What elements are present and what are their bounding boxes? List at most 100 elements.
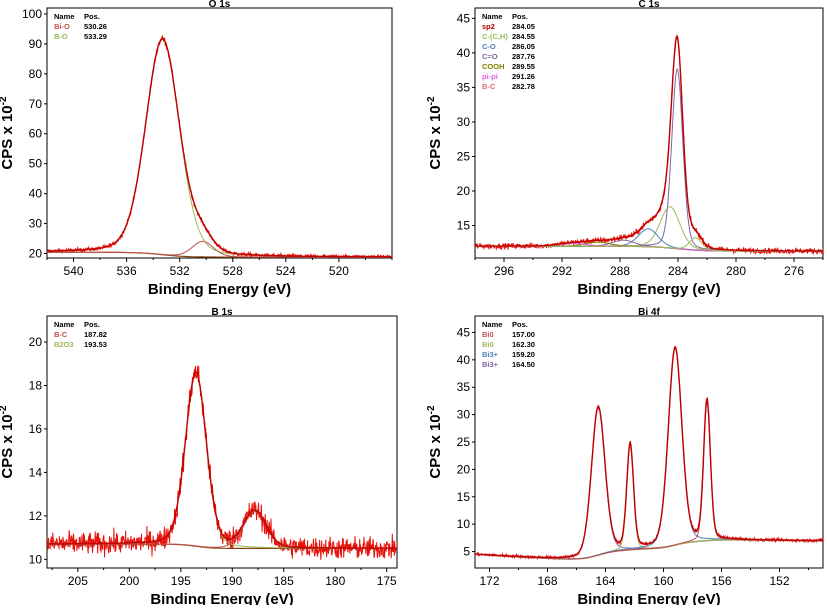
y-tick-label: 45: [457, 11, 471, 25]
legend-entry-pos: 286.05: [512, 42, 535, 51]
plot-frame: [46, 7, 393, 259]
raw-spectrum-line: [47, 35, 392, 258]
x-tick-label: 195: [171, 574, 191, 588]
legend-header-name: Name: [54, 320, 74, 329]
legend: Name Pos. sp2 284.05 C-(C,H) 284.55 C-O 286.05 C…: [482, 12, 535, 91]
y-tick-label: 40: [457, 46, 471, 60]
x-tick-label: 160: [653, 574, 673, 588]
y-axis-label: CPS x 10-2: [426, 405, 444, 479]
y-axis-label: CPS x 10-2: [0, 405, 16, 479]
x-tick-label: 172: [479, 574, 499, 588]
legend-entry-pos: 289.55: [512, 62, 535, 71]
y-tick-label: 12: [29, 509, 43, 523]
legend-entry-name: Bi3+: [482, 360, 499, 369]
panel-2: B 1s 205 200 195 190 185 180 175 10 12 14 16 18 20 Bin…: [0, 307, 398, 608]
panel-title: O 1s: [209, 0, 231, 10]
component-peak-0: [475, 67, 823, 252]
x-tick-label: 185: [274, 574, 294, 588]
legend: Name Pos. B-C 187.82 B2O3 193.53: [54, 320, 107, 349]
envelope-fit-line: [475, 35, 823, 252]
component-peak-0: [475, 406, 823, 559]
x-tick-label: 540: [64, 264, 84, 278]
legend-entry-pos: 530.26: [84, 22, 107, 31]
x-tick-label: 175: [377, 574, 397, 588]
x-axis-label: Binding Energy (eV): [577, 281, 720, 298]
x-tick-label: 200: [119, 574, 139, 588]
x-tick-label: 520: [329, 264, 349, 278]
legend-entry-name: Bi3+: [482, 350, 499, 359]
legend-entry-pos: 162.30: [512, 340, 535, 349]
legend-header-pos: Pos.: [84, 320, 100, 329]
legend-entry-name: Bi-O: [54, 22, 70, 31]
legend: Name Pos. Bi0 157.00 Bi0 162.30 Bi3+ 159.20 Bi3+…: [482, 320, 535, 369]
legend-entry-pos: 291.26: [512, 72, 535, 81]
legend-entry-pos: 187.82: [84, 330, 107, 339]
x-axis-label: Binding Energy (eV): [577, 591, 720, 605]
raw-spectrum-line: [475, 345, 823, 561]
legend-entry-pos: 533.29: [84, 32, 107, 41]
legend-entry-name: sp2: [482, 22, 495, 31]
y-tick-label: 80: [29, 67, 43, 81]
raw-spectrum-line: [47, 365, 397, 560]
legend-header-pos: Pos.: [512, 12, 528, 21]
y-tick-label: 45: [457, 325, 471, 339]
x-tick-label: 528: [223, 264, 243, 278]
legend-entry-pos: 284.55: [512, 32, 535, 41]
component-peak-0: [47, 38, 392, 258]
y-tick-label: 70: [29, 97, 43, 111]
component-peak-3: [475, 400, 823, 560]
x-tick-label: 292: [552, 264, 572, 278]
legend-header-pos: Pos.: [512, 320, 528, 329]
y-tick-label: 30: [29, 217, 43, 231]
x-tick-label: 280: [726, 264, 746, 278]
x-tick-label: 168: [537, 574, 557, 588]
legend-entry-name: Bi0: [482, 340, 494, 349]
envelope-fit-line: [475, 346, 823, 559]
x-axis-label: Binding Energy (eV): [148, 281, 291, 298]
y-tick-label: 90: [29, 37, 43, 51]
plot-frame: [46, 315, 398, 569]
x-tick-label: 152: [769, 574, 789, 588]
y-tick-label: 20: [29, 247, 43, 261]
x-axis-label: Binding Energy (eV): [150, 591, 293, 605]
y-tick-label: 25: [457, 435, 471, 449]
legend-header-name: Name: [482, 12, 502, 21]
y-tick-label: 20: [29, 335, 43, 349]
component-peak-2: [475, 347, 823, 560]
legend-header-name: Name: [482, 320, 502, 329]
legend-entry-name: B-O: [54, 32, 68, 41]
legend-entry-pos: 159.20: [512, 350, 535, 359]
y-tick-label: 20: [457, 184, 471, 198]
legend-entry-pos: 164.50: [512, 360, 535, 369]
legend-entry-pos: 193.53: [84, 340, 107, 349]
y-tick-label: 60: [29, 127, 43, 141]
x-tick-label: 205: [68, 574, 88, 588]
y-tick-label: 30: [457, 115, 471, 129]
y-tick-label: 10: [457, 517, 471, 531]
y-tick-label: 40: [457, 353, 471, 367]
y-axis-label: CPS x 10-2: [0, 96, 16, 170]
legend-entry-pos: 157.00: [512, 330, 535, 339]
y-tick-label: 30: [457, 408, 471, 422]
legend-entry-name: B2O3: [54, 340, 74, 349]
y-tick-label: 50: [29, 157, 43, 171]
x-tick-label: 536: [117, 264, 137, 278]
legend-entry-pos: 287.76: [512, 52, 535, 61]
legend-entry-name: COOH: [482, 62, 505, 71]
panel-1: C 1s 296 292 288 284 280 276 15 20 25 30 35 40 45 Bind…: [426, 0, 824, 298]
y-tick-label: 15: [457, 490, 471, 504]
y-tick-label: 35: [457, 80, 471, 94]
component-peak-0: [47, 371, 397, 549]
panel-title: Bi 4f: [638, 307, 660, 318]
x-tick-label: 296: [494, 264, 514, 278]
panel-title: B 1s: [211, 307, 233, 318]
y-axis-label: CPS x 10-2: [426, 96, 444, 170]
component-peak-2: [475, 228, 823, 252]
x-tick-label: 164: [595, 574, 615, 588]
y-tick-label: 40: [29, 187, 43, 201]
y-tick-label: 35: [457, 380, 471, 394]
y-tick-label: 14: [29, 465, 43, 479]
envelope-fit-line: [47, 38, 392, 258]
component-peak-1: [475, 444, 823, 560]
